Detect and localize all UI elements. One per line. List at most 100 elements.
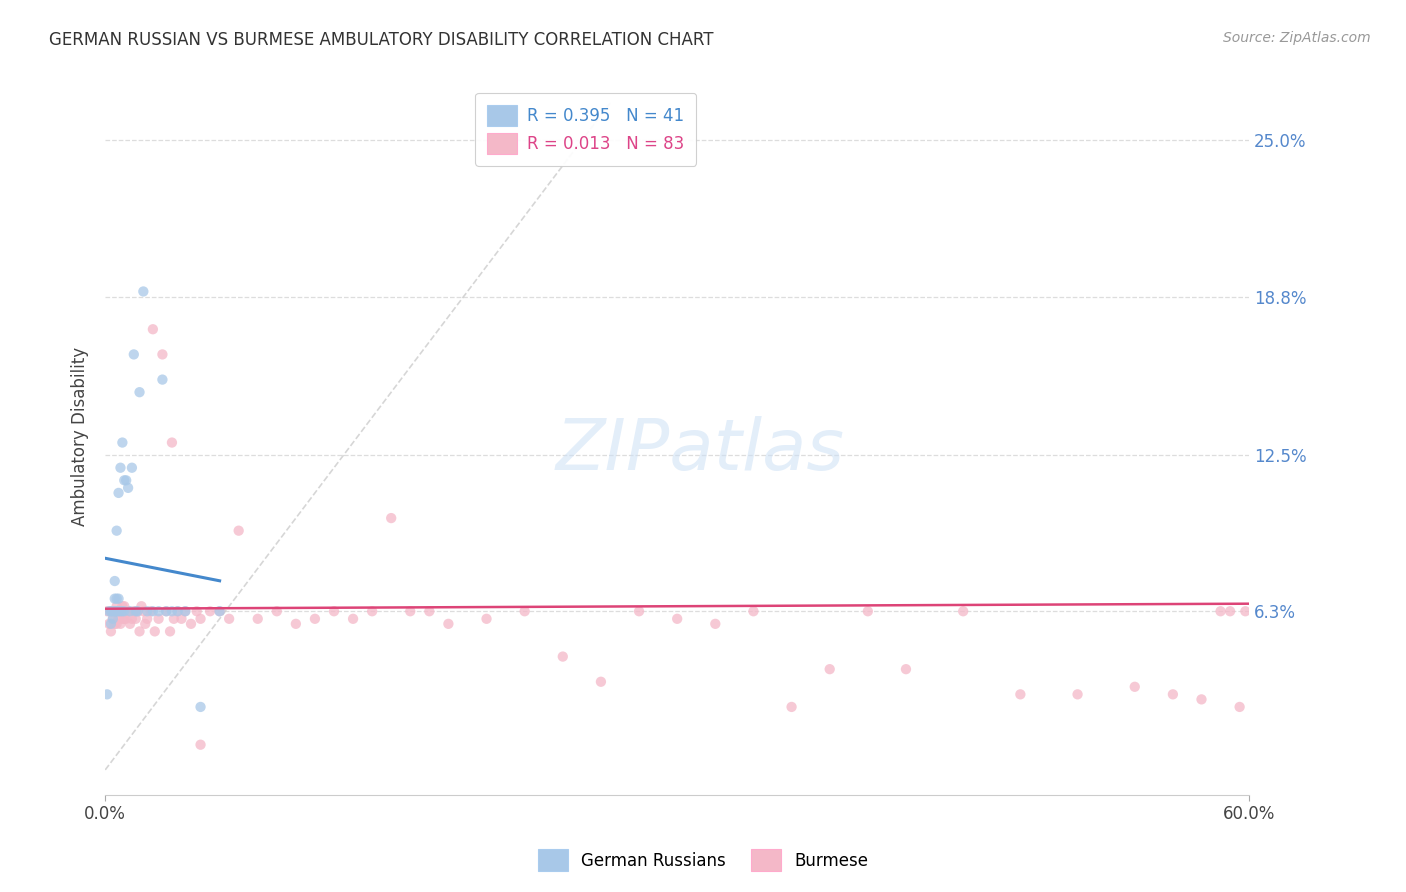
Point (107, 604, 129, 618)
Point (818, 662, 841, 676)
Point (100, 604, 122, 618)
Point (166, 604, 188, 618)
Legend: German Russians, Burmese: German Russians, Burmese (530, 841, 876, 880)
Point (304, 612, 326, 626)
Point (1191, 692, 1213, 706)
Point (152, 347, 174, 361)
Point (118, 616, 141, 631)
Point (107, 591, 129, 606)
Point (159, 624, 181, 639)
Point (284, 616, 307, 631)
Point (170, 612, 193, 626)
Point (166, 604, 188, 618)
Point (98, 604, 121, 618)
Point (142, 322, 165, 336)
Point (551, 649, 574, 664)
Point (190, 700, 212, 714)
Point (118, 604, 141, 618)
Point (98, 616, 121, 631)
Point (105, 604, 128, 618)
Point (105, 591, 128, 606)
Point (104, 591, 127, 606)
Point (100, 624, 122, 639)
Point (155, 604, 177, 618)
Point (136, 604, 159, 618)
Point (121, 460, 143, 475)
Point (111, 604, 134, 618)
Point (105, 616, 128, 631)
Point (342, 612, 364, 626)
Text: Source: ZipAtlas.com: Source: ZipAtlas.com (1223, 31, 1371, 45)
Point (246, 612, 269, 626)
Point (266, 604, 288, 618)
Point (107, 604, 129, 618)
Point (105, 604, 128, 618)
Point (148, 612, 170, 626)
Point (1010, 687, 1032, 701)
Point (110, 616, 132, 631)
Point (218, 612, 240, 626)
Point (1234, 604, 1257, 618)
Point (115, 612, 138, 626)
Point (1161, 687, 1184, 701)
Point (104, 616, 127, 631)
Point (101, 604, 124, 618)
Text: GERMAN RUSSIAN VS BURMESE AMBULATORY DISABILITY CORRELATION CHART: GERMAN RUSSIAN VS BURMESE AMBULATORY DIS… (49, 31, 714, 49)
Point (180, 616, 202, 631)
Point (96, 604, 118, 618)
Legend: R = 0.395   N = 41, R = 0.013   N = 83: R = 0.395 N = 41, R = 0.013 N = 83 (475, 93, 696, 166)
Point (142, 604, 165, 618)
Point (128, 385, 150, 400)
Point (160, 435, 183, 450)
Point (155, 604, 177, 618)
Point (589, 674, 612, 689)
Point (104, 604, 127, 618)
Point (186, 604, 208, 618)
Point (105, 599, 128, 614)
Point (952, 604, 974, 618)
Point (856, 604, 879, 618)
Point (323, 604, 346, 618)
Point (110, 604, 132, 618)
Point (115, 473, 138, 487)
Point (148, 604, 170, 618)
Point (112, 473, 135, 487)
Point (228, 524, 250, 538)
Point (152, 373, 174, 387)
Point (704, 616, 727, 631)
Point (110, 460, 132, 475)
Point (174, 604, 197, 618)
Point (894, 662, 917, 676)
Point (101, 612, 124, 626)
Point (163, 612, 186, 626)
Point (475, 612, 498, 626)
Point (128, 624, 150, 639)
Point (666, 612, 689, 626)
Point (380, 511, 402, 525)
Point (361, 604, 384, 618)
Point (198, 604, 221, 618)
Point (190, 738, 212, 752)
Point (107, 612, 129, 626)
Point (1229, 700, 1251, 714)
Point (437, 616, 460, 631)
Point (104, 604, 127, 618)
Point (101, 604, 124, 618)
Point (101, 612, 124, 626)
Point (160, 604, 183, 618)
Point (780, 700, 803, 714)
Point (143, 624, 166, 639)
Point (1123, 680, 1146, 694)
Point (399, 604, 422, 618)
Point (131, 599, 153, 614)
Point (127, 604, 149, 618)
Point (628, 604, 651, 618)
Point (117, 604, 139, 618)
Point (1209, 604, 1232, 618)
Point (139, 604, 162, 618)
Point (1066, 687, 1088, 701)
Point (513, 604, 536, 618)
Point (107, 486, 129, 500)
Point (208, 604, 231, 618)
Point (110, 604, 132, 618)
